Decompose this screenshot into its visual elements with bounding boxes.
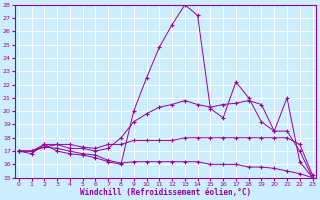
- X-axis label: Windchill (Refroidissement éolien,°C): Windchill (Refroidissement éolien,°C): [80, 188, 251, 197]
